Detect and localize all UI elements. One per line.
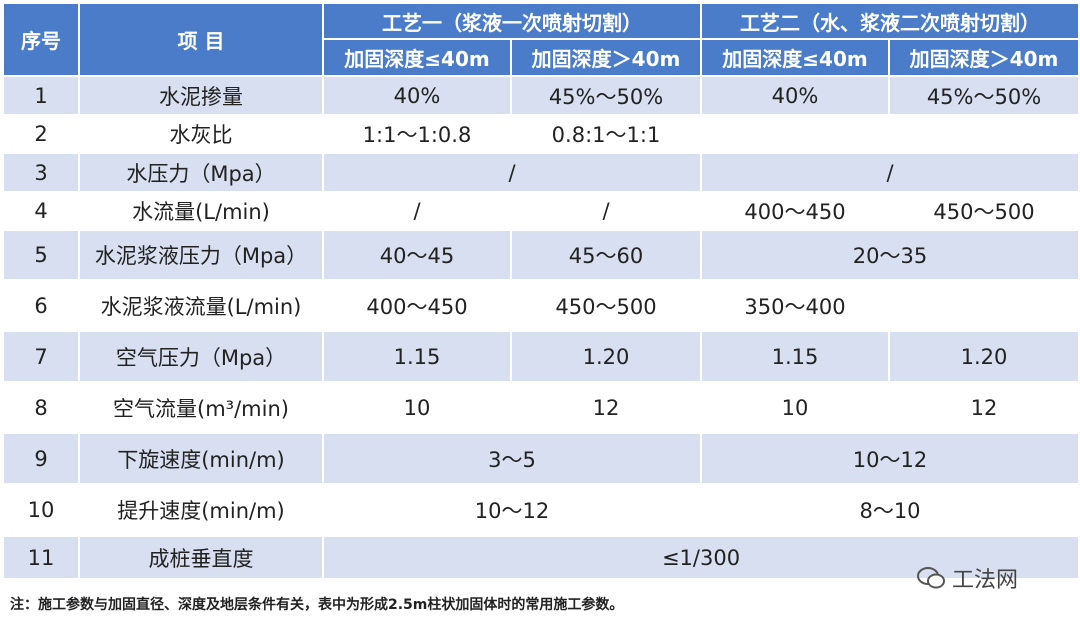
table-cell: 45%～50% — [510, 75, 702, 116]
table-cell: 350～400 — [700, 279, 890, 332]
table-row: 4 水流量(L/min) //400～450 450～500 — [2, 191, 1080, 231]
table-cell: 1.20 — [888, 330, 1080, 383]
table-cell: 40～45 — [322, 229, 512, 281]
header-cell: 序号 — [2, 2, 80, 77]
table-row: 7 空气压力（Mpa） 1.15 1.20 1.15 1.20 — [2, 330, 1080, 383]
table-cell: 10 — [2, 483, 80, 537]
table-cell: 3～5 — [322, 432, 702, 485]
table-cell: 450～500 — [510, 279, 702, 332]
table-row: 10 提升速度(min/m) 10～12 8～10 — [2, 483, 1080, 537]
header-cell: 加固深度≤40m — [322, 38, 512, 77]
table-cell: / — [322, 152, 702, 193]
table-cell: 2 — [2, 114, 80, 154]
table-cell: 水泥浆液压力（Mpa） — [78, 229, 324, 281]
table-cell: 45%～50% — [888, 75, 1080, 116]
table-cell: 水流量(L/min) — [78, 191, 324, 231]
table-cell: 7 — [2, 330, 80, 383]
table-cell: 20～35 — [700, 229, 1080, 281]
header-cell: 工艺一（浆液一次喷射切割） — [322, 2, 702, 40]
table-cell: 45～60 — [510, 229, 702, 281]
table-cell: 6 — [2, 279, 80, 332]
table-cell: 1.15 — [700, 330, 890, 383]
table-row: 11 成桩垂直度 ≤1/300 — [2, 535, 1080, 580]
footnote: 注：施工参数与加固直径、深度及地层条件有关，表中为形成2.5m柱状加固体时的常用… — [10, 597, 624, 613]
table-cell: 水泥浆液流量(L/min) — [78, 279, 324, 332]
table-cell: 40% — [322, 75, 512, 116]
table-row: 9 下旋速度(min/m) 3～5 10～12 — [2, 432, 1080, 485]
table-cell: 10 — [322, 381, 512, 434]
table-cell: 水灰比 — [78, 114, 324, 154]
table-row: 8 空气流量(m³/min) 10 12 10 12 — [2, 381, 1080, 434]
table-cell: 11 — [2, 535, 80, 580]
table-cell: / — [322, 191, 512, 231]
table-row: 2 水灰比 1:1～1:0.8 0.8:1～1:1 — [2, 114, 1079, 154]
table-cell: 0.8:1～1:1 — [510, 114, 702, 154]
table-cell: 提升速度(min/m) — [78, 483, 324, 537]
table-cell: 5 — [2, 229, 80, 281]
watermark-text: 工法网 — [952, 568, 1019, 593]
header-cell: 项 目 — [78, 2, 324, 77]
table-cell: 8～10 — [700, 483, 1080, 537]
table-cell: 10～12 — [322, 483, 702, 537]
header-cell: 加固深度＞40m — [888, 38, 1080, 77]
watermark: 工法网 — [916, 562, 1018, 594]
table-cell: 40% — [700, 75, 890, 116]
table-cell: 8 — [2, 381, 80, 434]
table-cell: 10 — [700, 381, 890, 434]
header-cell: 工艺二（水、浆液二次喷射切割） — [700, 2, 1080, 40]
table-cell: 400～450 — [700, 191, 890, 231]
table-cell: 400～450 — [322, 279, 512, 332]
table-cell: 1.20 — [510, 330, 702, 383]
wechat-icon — [917, 567, 945, 589]
header-cell: 加固深度≤40m — [700, 38, 890, 77]
table-cell: 12 — [510, 381, 702, 434]
table-body: 1 水泥掺量 40% 45%～50% 40% 45%～50% 2 水灰比 1:1～1:0.8 0.… — [2, 75, 1080, 580]
table-cell: 3 — [2, 152, 80, 193]
table-cell: ≤1/300 — [322, 535, 1080, 580]
table-cell: 12 — [888, 381, 1080, 434]
table-cell: 4 — [2, 191, 80, 231]
param-table: 序号项 目工艺一（浆液一次喷射切割） 工艺二（水、浆液二次喷射切割） 加固深度≤4… — [2, 2, 1080, 580]
table-cell: 1 — [2, 75, 80, 116]
table-cell: 450～500 — [888, 191, 1080, 231]
table-cell: 水压力（Mpa） — [78, 152, 324, 193]
table-cell: 空气流量(m³/min) — [78, 381, 324, 434]
table-cell: / — [510, 191, 702, 231]
table-cell: 10～12 — [700, 432, 1080, 485]
table-cell: 1.15 — [322, 330, 512, 383]
table-cell: 空气压力（Mpa） — [78, 330, 324, 383]
table-cell: 下旋速度(min/m) — [78, 432, 324, 485]
header-cell: 加固深度＞40m — [510, 38, 702, 77]
table-cell: 成桩垂直度 — [78, 535, 324, 580]
table-cell: 9 — [2, 432, 80, 485]
table-row: 5 水泥浆液压力（Mpa） 40～45 45～60 20～35 — [2, 229, 1080, 281]
table-cell: / — [700, 152, 1080, 193]
table-cell: 1:1～1:0.8 — [322, 114, 512, 154]
table-row: 6 水泥浆液流量(L/min) 400～450 450～500 350～400 — [2, 279, 1079, 332]
table-row: 1 水泥掺量 40% 45%～50% 40% 45%～50% — [2, 75, 1080, 116]
table-cell: 水泥掺量 — [78, 75, 324, 116]
